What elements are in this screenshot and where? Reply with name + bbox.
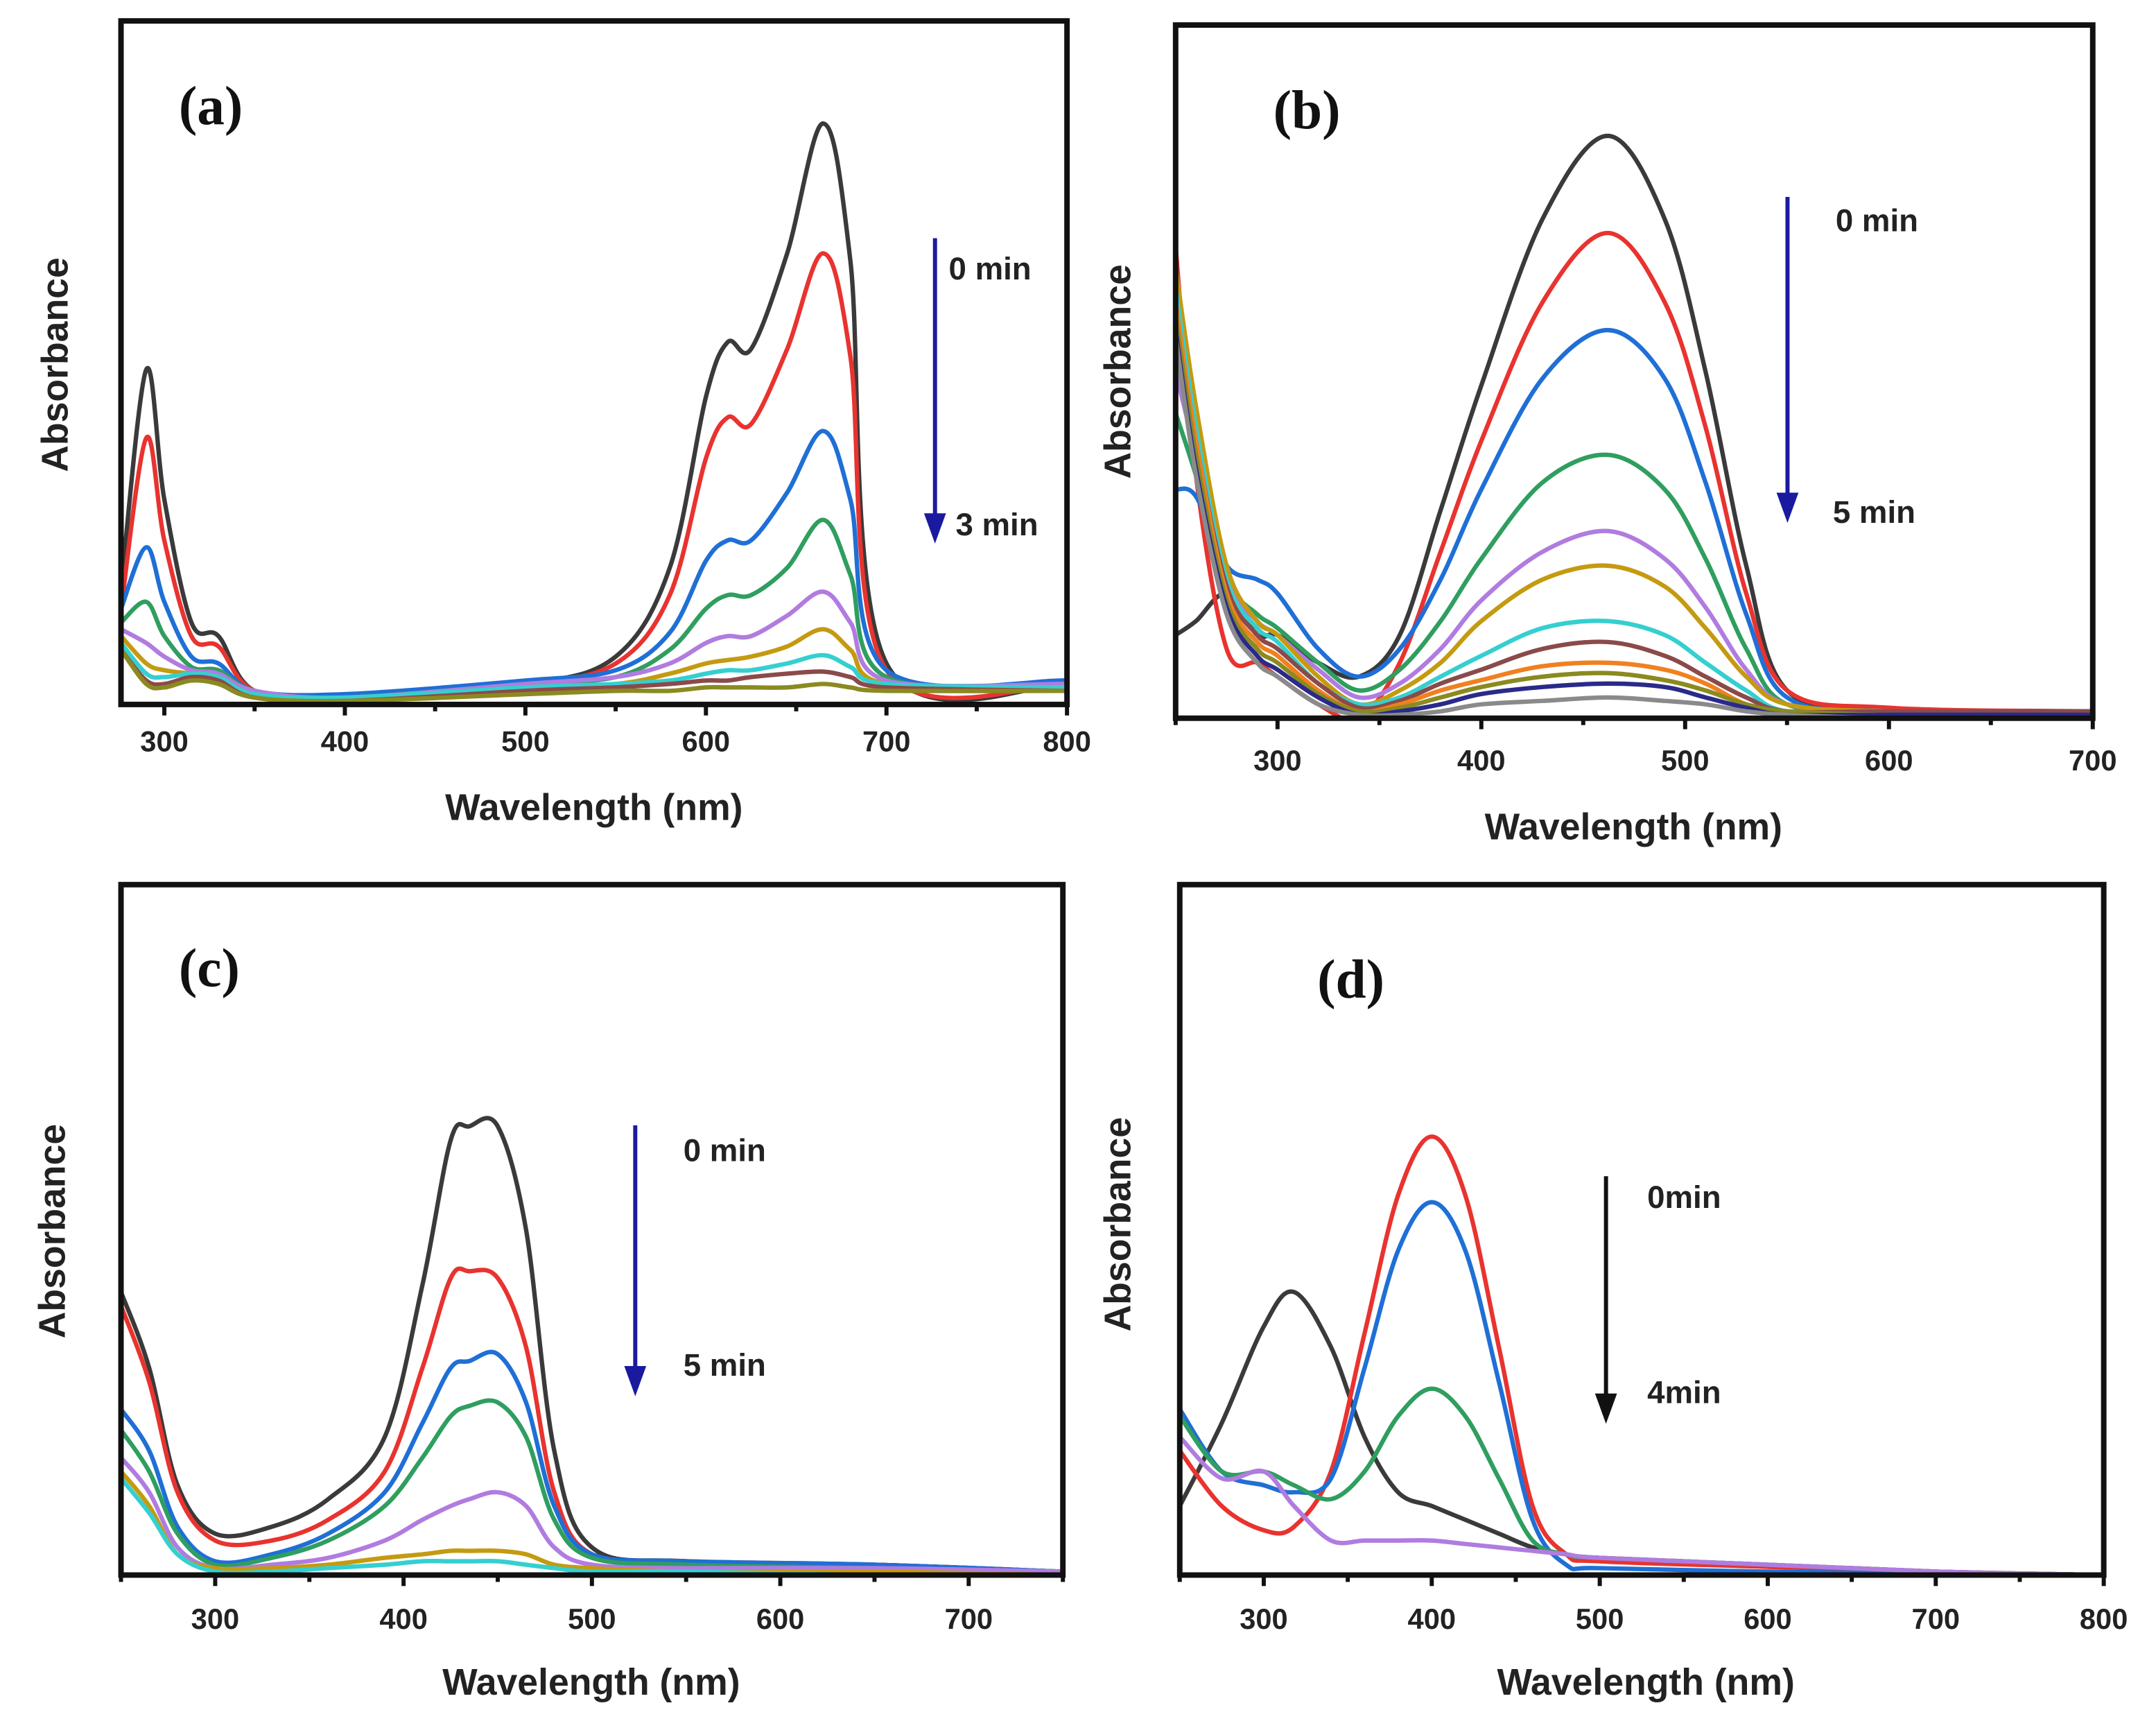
- annotation-start-time: 0min: [1647, 1180, 1721, 1215]
- series-line-t4: [121, 1398, 1063, 1574]
- x-tick-label: 600: [1865, 744, 1913, 777]
- x-tick-label: 300: [191, 1602, 239, 1635]
- series-line-s3: [1179, 1200, 2104, 1575]
- series-line-3-min: [121, 648, 1068, 704]
- x-tick-label: 800: [1043, 725, 1090, 757]
- series-line-5-min: [1175, 336, 2093, 718]
- x-tick-label: 300: [1240, 1602, 1287, 1635]
- series-line-t2: [121, 1266, 1063, 1574]
- x-tick-label: 600: [682, 725, 730, 757]
- series-line-t8: [1175, 302, 2093, 715]
- x-tick-label: 700: [1912, 1602, 1960, 1635]
- x-axis-label: Wavelength (nm): [1497, 1662, 1794, 1703]
- panel-label: (c): [179, 938, 240, 999]
- annotation-start-time: 0 min: [1836, 203, 1918, 239]
- x-tick-label: 500: [1661, 744, 1709, 777]
- series-line-4min: [1179, 1435, 2104, 1575]
- panel-a: 300 400 500 600 700 800 Wavelength (nm) Absorba…: [35, 18, 1091, 829]
- plot-frame: [118, 18, 1070, 707]
- panel-c: 300 400 500 600 700 Wavelength (nm) Absorbance…: [32, 881, 1066, 1703]
- panel-label: (a): [179, 76, 243, 137]
- series-line-t10: [1175, 316, 2093, 718]
- x-tick-label: 500: [501, 725, 549, 757]
- arrow-down-icon: [923, 513, 946, 544]
- y-axis-label: Absorbance: [1098, 1117, 1139, 1331]
- series-line-t7: [1175, 288, 2093, 716]
- x-tick-label: 300: [140, 725, 188, 757]
- series-line-t2: [121, 251, 1068, 701]
- x-tick-label: 700: [862, 725, 910, 757]
- series-line-0min: [1179, 1134, 2104, 1575]
- panel-d: 300 400 500 600 700 800 Wavelength (nm) Absorba…: [1098, 881, 2128, 1703]
- x-tick-label: 500: [1576, 1602, 1624, 1635]
- plot-frame: [1176, 881, 2107, 1578]
- x-tick-label: 400: [321, 725, 369, 757]
- arrow-down-icon: [1776, 492, 1799, 524]
- annotation-end-time: 5 min: [1833, 494, 1915, 530]
- y-axis-label: Absorbance: [35, 257, 76, 472]
- x-tick-label: 600: [1744, 1602, 1791, 1635]
- series-line-t9: [1175, 302, 2093, 718]
- x-tick-label: 800: [2080, 1602, 2128, 1635]
- x-tick-label: 700: [2069, 744, 2116, 777]
- x-tick-label: 400: [1408, 1602, 1456, 1635]
- x-axis-label: Wavelength (nm): [442, 1662, 740, 1703]
- panel-b: 300 400 500 600 700 Wavelength (nm) Absorbance…: [1098, 22, 2117, 847]
- series-group: [1179, 1134, 2104, 1575]
- series-line-t3: [1175, 327, 2093, 715]
- series-line-t3: [121, 1349, 1063, 1574]
- x-tick-label: 400: [1457, 744, 1505, 777]
- x-tick-label: 500: [568, 1602, 616, 1635]
- series-line-t4: [121, 517, 1068, 700]
- annotation-end-time: 3 min: [955, 507, 1038, 542]
- series-group: [1175, 133, 2093, 718]
- plot-frame: [1172, 22, 2096, 721]
- series-line-t8: [121, 648, 1068, 704]
- series-line-t3: [121, 429, 1068, 698]
- series-line-0-min: [121, 121, 1068, 702]
- arrow-down-icon: [624, 1365, 647, 1397]
- series-line-t6: [1175, 267, 2093, 714]
- panel-label: (b): [1273, 80, 1341, 141]
- series-group: [121, 1116, 1063, 1575]
- x-tick-label: 300: [1253, 744, 1301, 777]
- x-axis-label: Wavelength (nm): [1485, 806, 1782, 847]
- y-axis-label: Absorbance: [1098, 264, 1139, 478]
- y-axis-label: Absorbance: [32, 1124, 73, 1338]
- annotation-end-time: 4min: [1647, 1375, 1721, 1410]
- plot-frame: [118, 881, 1066, 1578]
- series-line-t7: [121, 641, 1068, 700]
- annotation-start-time: 0 min: [684, 1132, 766, 1168]
- x-axis-label: Wavelength (nm): [445, 788, 742, 829]
- annotation-end-time: 5 min: [684, 1347, 766, 1383]
- x-tick-label: 700: [945, 1602, 993, 1635]
- series-line-0-min: [121, 1116, 1063, 1574]
- series-group: [121, 121, 1068, 704]
- annotation-start-time: 0 min: [949, 251, 1032, 286]
- x-tick-label: 400: [379, 1602, 427, 1635]
- panel-label: (d): [1317, 949, 1384, 1010]
- series-line-t2: [1175, 230, 2093, 718]
- arrow-down-icon: [1594, 1393, 1617, 1424]
- x-tick-label: 600: [756, 1602, 804, 1635]
- series-line-s4: [1179, 1386, 2104, 1575]
